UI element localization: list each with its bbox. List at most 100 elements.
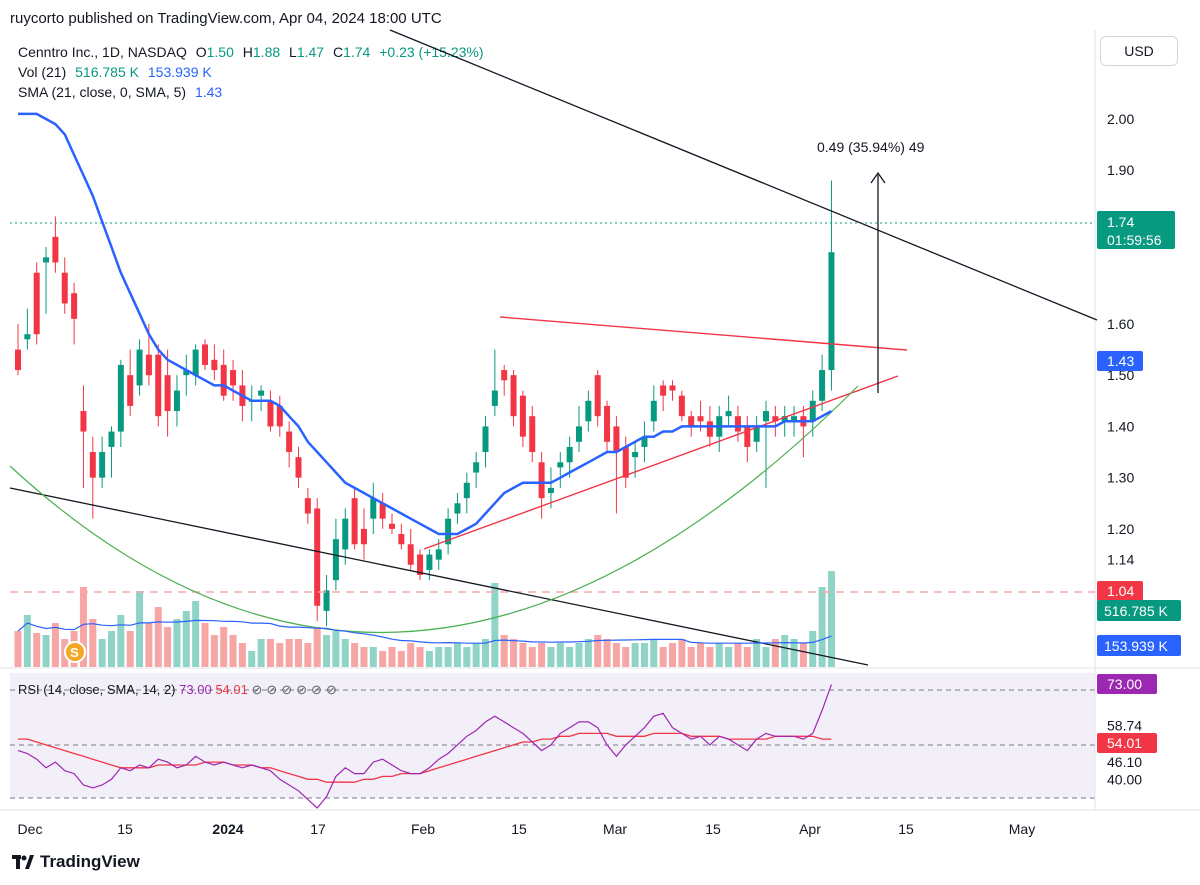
volume-bar — [33, 633, 41, 667]
candle-body — [697, 416, 704, 422]
dividend-icon[interactable] — [64, 641, 86, 663]
candle-body — [435, 549, 442, 560]
volume-bar — [435, 647, 443, 667]
candle-body — [753, 426, 760, 442]
time-tick: May — [1009, 821, 1035, 837]
time-tick: Dec — [18, 821, 43, 837]
candle-body — [463, 482, 470, 499]
time-tick: Mar — [603, 821, 627, 837]
volume-bar — [491, 583, 499, 667]
volume-bar — [669, 643, 676, 667]
volume-bar — [584, 639, 592, 667]
candle-body — [258, 390, 265, 396]
candle-body — [557, 462, 564, 468]
volume-bar — [51, 623, 59, 667]
volume-bar — [182, 611, 190, 667]
tradingview-logo[interactable]: TradingView — [12, 852, 140, 872]
rsi-tag-bg — [1097, 674, 1157, 694]
volume-bar — [425, 651, 433, 667]
volume-bar — [715, 643, 723, 667]
candle-body — [828, 252, 835, 371]
candle-body — [164, 375, 171, 412]
volume-bar — [416, 647, 424, 667]
volume-bars — [14, 571, 835, 667]
candle-body — [763, 411, 769, 422]
time-tick: Apr — [799, 821, 821, 837]
volume-bar — [762, 647, 770, 667]
volume-bar — [538, 643, 546, 667]
candle-body — [482, 426, 489, 453]
change-value: +0.23 (+15.23%) — [379, 44, 484, 60]
rsi-tick: 46.10 — [1107, 754, 1142, 770]
rsi-tick: 40.00 — [1107, 771, 1142, 787]
trendline-upper — [389, 29, 1098, 321]
tradingview-logo-text: TradingView — [40, 852, 140, 871]
price-tick: 1.90 — [1107, 162, 1134, 178]
low-label: L — [289, 44, 297, 60]
volume-bar — [229, 635, 237, 667]
candle-body — [417, 554, 424, 576]
candle-body — [183, 370, 190, 376]
volume-ma-tag: 153.939 K — [1104, 638, 1168, 654]
candle-body — [267, 400, 274, 427]
volume-bar — [285, 639, 293, 667]
candle-body — [360, 528, 367, 545]
candle-body — [622, 446, 629, 478]
candle-body — [688, 416, 695, 427]
high-label: H — [242, 44, 253, 60]
rsi-band — [10, 673, 1095, 798]
price-tick: 2.00 — [1107, 111, 1134, 127]
candle-body — [276, 405, 283, 427]
volume-bar — [753, 639, 761, 667]
price-tick: 1.14 — [1107, 552, 1134, 568]
volume-bar — [304, 643, 312, 667]
candle-body — [108, 431, 115, 447]
candle-body — [61, 272, 68, 304]
volume-bar — [697, 643, 705, 667]
rsi-ma-tag: 54.01 — [1107, 735, 1142, 751]
time-tick: 17 — [310, 821, 326, 837]
visibility-icons[interactable]: ⊘⊘⊘⊘⊘⊘ — [251, 682, 341, 697]
candle-body — [734, 416, 741, 432]
time-tick: Feb — [411, 821, 435, 837]
volume-bar — [332, 631, 340, 667]
candle-body — [389, 523, 395, 529]
sma-tag-bg — [1097, 351, 1143, 371]
volume-bar — [164, 627, 172, 667]
candles — [15, 180, 835, 627]
price-tick: 1.50 — [1107, 367, 1134, 383]
candle-body — [314, 508, 321, 606]
volume-ma-tag-bg — [1097, 635, 1181, 656]
volume-bar — [201, 623, 209, 667]
volume-bar — [687, 647, 695, 667]
candle-body — [43, 257, 50, 263]
close-value: 1.74 — [343, 44, 371, 60]
candle-body — [52, 236, 59, 263]
low-value: 1.47 — [296, 44, 325, 60]
triangle-upper-line — [499, 316, 908, 351]
volume-bar — [575, 643, 583, 667]
candle-body — [491, 390, 498, 406]
time-tick: 2024 — [212, 821, 243, 837]
volume-bar — [136, 591, 144, 667]
volume-ma-line — [17, 619, 832, 644]
sma-legend: SMA (21, close, 0, SMA, 5) 1.43 — [18, 84, 227, 100]
candle-body — [351, 498, 358, 545]
candle-body — [33, 272, 40, 335]
volume-bar — [472, 643, 480, 667]
parabolic-curve — [9, 385, 859, 634]
volume-bar — [323, 635, 331, 667]
volume-bar — [743, 647, 751, 667]
volume-bar — [566, 647, 574, 667]
volume-value: 516.785 K — [75, 64, 139, 80]
candle-body — [604, 405, 611, 442]
volume-legend: Vol (21) 516.785 K 153.939 K — [18, 64, 217, 80]
candle-body — [173, 390, 180, 412]
volume-bar — [388, 647, 396, 667]
candle-body — [632, 452, 639, 458]
currency-button[interactable]: USD — [1100, 36, 1178, 66]
volume-bar — [622, 647, 630, 667]
candle-body — [585, 400, 592, 422]
